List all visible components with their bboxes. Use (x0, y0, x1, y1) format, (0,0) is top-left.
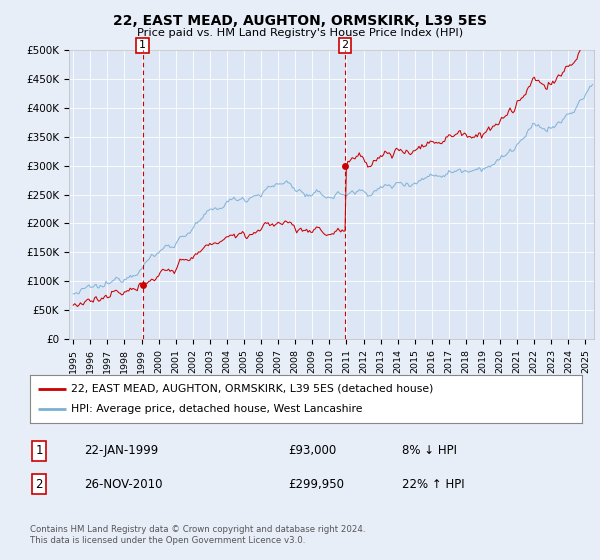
Text: £299,950: £299,950 (288, 478, 344, 491)
Text: 22% ↑ HPI: 22% ↑ HPI (402, 478, 464, 491)
Text: 22, EAST MEAD, AUGHTON, ORMSKIRK, L39 5ES: 22, EAST MEAD, AUGHTON, ORMSKIRK, L39 5E… (113, 14, 487, 28)
Text: £93,000: £93,000 (288, 444, 336, 458)
Text: 26-NOV-2010: 26-NOV-2010 (84, 478, 163, 491)
Text: 1: 1 (35, 444, 43, 458)
Text: HPI: Average price, detached house, West Lancashire: HPI: Average price, detached house, West… (71, 404, 363, 414)
Text: Contains HM Land Registry data © Crown copyright and database right 2024.
This d: Contains HM Land Registry data © Crown c… (30, 525, 365, 545)
Text: 2: 2 (35, 478, 43, 491)
Text: 1: 1 (139, 40, 146, 50)
Text: 8% ↓ HPI: 8% ↓ HPI (402, 444, 457, 458)
Text: 22, EAST MEAD, AUGHTON, ORMSKIRK, L39 5ES (detached house): 22, EAST MEAD, AUGHTON, ORMSKIRK, L39 5E… (71, 384, 434, 394)
Text: Price paid vs. HM Land Registry's House Price Index (HPI): Price paid vs. HM Land Registry's House … (137, 28, 463, 38)
Text: 2: 2 (341, 40, 349, 50)
Text: 22-JAN-1999: 22-JAN-1999 (84, 444, 158, 458)
